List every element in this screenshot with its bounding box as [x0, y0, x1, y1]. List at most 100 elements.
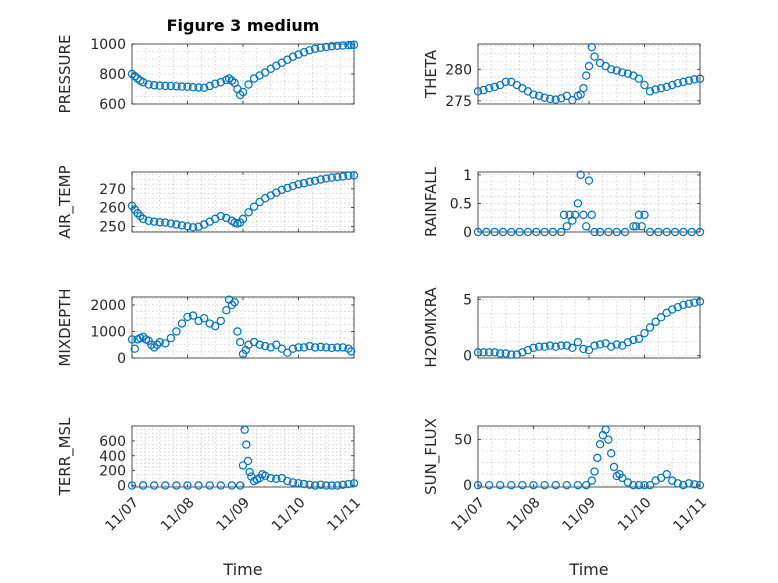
y-tick-label: 1000: [90, 324, 126, 340]
data-point: [540, 480, 549, 490]
data-point: [582, 71, 591, 80]
data-point: [562, 480, 572, 490]
y-tick-label: 270: [99, 182, 126, 198]
data-point: [199, 83, 209, 93]
data-point: [679, 480, 688, 490]
data-point: [166, 219, 176, 228]
data-point: [587, 210, 596, 220]
data-point: [211, 321, 220, 331]
x-axis-label: Time: [568, 560, 608, 579]
data-point: [211, 79, 220, 88]
data-point: [662, 82, 671, 92]
data-point: [507, 227, 516, 237]
data-point: [183, 312, 192, 322]
data-point: [310, 44, 320, 54]
data-point: [272, 474, 281, 484]
data-point: [631, 222, 641, 231]
data-point: [634, 210, 644, 220]
x-axis-label: Time: [222, 560, 262, 579]
data-point: [144, 80, 153, 89]
data-point: [623, 69, 633, 78]
data-point: [183, 481, 192, 490]
data-point: [310, 343, 320, 352]
data-point: [484, 84, 494, 93]
data-point: [230, 298, 239, 307]
data-point: [283, 348, 292, 357]
data-point: [338, 172, 348, 181]
series-markers: [127, 295, 356, 359]
data-point: [496, 349, 505, 358]
data-point: [645, 323, 655, 332]
data-point: [127, 69, 137, 79]
data-point: [545, 341, 555, 350]
data-point: [155, 218, 164, 227]
data-point: [593, 453, 602, 463]
data-point: [244, 208, 253, 217]
x-tick-label: 11/08: [158, 495, 198, 535]
data-point: [166, 333, 176, 343]
data-point: [595, 227, 605, 237]
data-point: [684, 299, 694, 308]
data-point: [562, 341, 572, 350]
series-markers: [473, 425, 705, 490]
data-point: [294, 50, 303, 59]
data-point: [349, 40, 359, 49]
data-point: [283, 476, 292, 486]
data-point: [149, 343, 159, 352]
data-point: [261, 341, 270, 351]
y-tick-label: 0: [117, 351, 126, 367]
y-tick-label: 0: [463, 478, 472, 494]
data-point: [498, 227, 508, 237]
data-point: [322, 481, 331, 490]
data-point: [294, 179, 303, 189]
data-point: [690, 480, 699, 489]
data-point: [490, 348, 499, 357]
data-point: [540, 342, 549, 351]
data-point: [529, 480, 538, 490]
y-tick-label: 600: [99, 97, 126, 113]
data-point: [277, 185, 287, 195]
data-point: [338, 343, 348, 352]
data-point: [243, 456, 253, 466]
data-point: [587, 476, 596, 485]
data-point: [501, 349, 510, 358]
data-point: [288, 344, 298, 353]
data-point: [607, 449, 616, 458]
data-point: [573, 337, 583, 347]
data-point: [534, 91, 544, 100]
axes-box: [477, 425, 701, 488]
data-point: [629, 480, 638, 490]
data-point: [161, 81, 170, 91]
data-point: [224, 74, 234, 83]
data-point: [333, 343, 342, 352]
data-point: [634, 74, 644, 83]
data-point: [482, 227, 491, 237]
y-tick-label: 1: [463, 168, 472, 184]
data-point: [473, 227, 483, 237]
data-point: [557, 341, 566, 350]
data-point: [654, 227, 663, 237]
data-point: [177, 82, 187, 91]
data-point: [695, 74, 705, 83]
data-point: [133, 209, 142, 218]
data-point: [604, 227, 613, 237]
data-point: [518, 480, 527, 490]
data-point: [344, 171, 353, 180]
data-point: [612, 227, 621, 237]
data-point: [138, 78, 148, 87]
y-axis-label: TERR_MSL: [56, 417, 75, 496]
data-point: [479, 85, 488, 95]
data-point: [612, 66, 621, 75]
subplot-rainfall: 0 0.5 1 RAINFALL: [422, 166, 705, 241]
data-point: [473, 87, 483, 96]
data-point: [130, 344, 139, 353]
data-point: [562, 222, 572, 231]
data-point: [645, 227, 655, 237]
data-point: [216, 481, 225, 490]
data-point: [662, 227, 671, 237]
x-tick-label: 11/08: [504, 495, 544, 535]
data-point: [629, 335, 638, 345]
data-point: [147, 340, 156, 349]
data-point: [687, 227, 696, 237]
data-point: [238, 461, 248, 470]
